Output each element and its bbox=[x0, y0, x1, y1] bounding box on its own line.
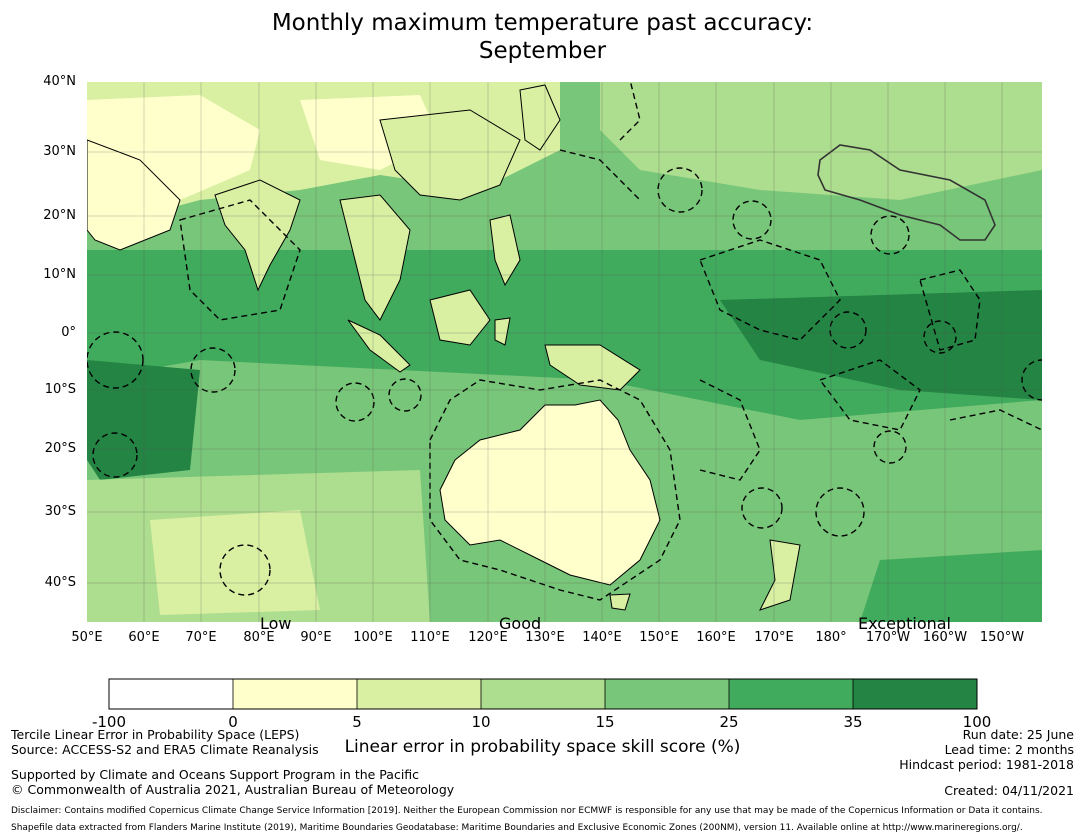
lon-label: 70°E bbox=[185, 630, 217, 645]
lon-label: 90°E bbox=[300, 630, 332, 645]
source-text: Source: ACCESS-S2 and ERA5 Climate Reana… bbox=[11, 742, 319, 757]
skill-region-south-patch bbox=[150, 510, 320, 615]
borneo-land bbox=[429, 289, 491, 346]
lat-label: 20°S bbox=[44, 441, 76, 456]
lat-label: 30°S bbox=[44, 504, 76, 519]
map-title-line2: September bbox=[478, 38, 607, 64]
method-text: Tercile Linear Error in Probability Spac… bbox=[11, 727, 300, 742]
lon-label: 100°E bbox=[353, 630, 393, 645]
lon-label: 150°E bbox=[639, 630, 679, 645]
india-land bbox=[214, 179, 301, 292]
colorbar-segment bbox=[109, 679, 233, 709]
colorbar-tick: 5 bbox=[352, 713, 362, 731]
hindcast-text: Hindcast period: 1981-2018 bbox=[899, 757, 1074, 772]
lat-label: 40°N bbox=[43, 74, 76, 89]
lat-label: 20°N bbox=[43, 208, 76, 223]
lon-label: 60°E bbox=[128, 630, 160, 645]
lon-label: 170°E bbox=[754, 630, 794, 645]
skill-region-north-pacific bbox=[600, 82, 1042, 200]
skill-region-central-pacific bbox=[720, 290, 1042, 400]
indochina-land bbox=[339, 194, 411, 321]
colorbar-tick: 100 bbox=[962, 713, 992, 731]
map-title-line1: Monthly maximum temperature past accurac… bbox=[271, 10, 814, 36]
colorbar-label: Linear error in probability space skill … bbox=[344, 737, 741, 757]
lat-label: 10°S bbox=[44, 382, 76, 397]
lon-label: 160°E bbox=[696, 630, 736, 645]
skill-label-good: Good bbox=[499, 614, 542, 633]
colorbar-segment bbox=[233, 679, 357, 709]
japan-land bbox=[519, 84, 561, 151]
colorbar-segment bbox=[853, 679, 977, 709]
colorbar-frame bbox=[108, 678, 978, 710]
australia-interior bbox=[540, 445, 620, 540]
skill-label-exceptional: Exceptional bbox=[858, 614, 951, 633]
copyright-text: © Commonwealth of Australia 2021, Austra… bbox=[11, 782, 455, 797]
lon-label: 120°E bbox=[468, 630, 508, 645]
run-date-text: Run date: 25 June bbox=[962, 727, 1074, 742]
shapefile-text: Shapefile data extracted from Flanders M… bbox=[11, 823, 1023, 833]
lon-label: 80°E bbox=[243, 630, 275, 645]
skill-region-tropics bbox=[87, 250, 1042, 420]
graticule bbox=[87, 82, 1042, 622]
colorbar-tick: 35 bbox=[843, 713, 863, 731]
colorbar-segment bbox=[357, 679, 481, 709]
support-text: Supported by Climate and Oceans Support … bbox=[11, 767, 420, 782]
lat-label: 10°N bbox=[43, 267, 76, 282]
hawaii-eez-boundary bbox=[817, 144, 996, 241]
tasmania-land bbox=[609, 593, 631, 611]
colorbar-tick: 0 bbox=[228, 713, 238, 731]
colorbar-tick: -100 bbox=[91, 713, 127, 731]
colorbar-tick: 10 bbox=[471, 713, 491, 731]
created-text: Created: 04/11/2021 bbox=[944, 783, 1074, 798]
arabia-land bbox=[87, 139, 181, 251]
lat-label: 40°S bbox=[44, 575, 76, 590]
lead-time-text: Lead time: 2 months bbox=[944, 742, 1074, 757]
lon-label: 130°E bbox=[525, 630, 565, 645]
sulawesi-land bbox=[494, 317, 511, 346]
lat-label: 30°N bbox=[43, 144, 76, 159]
skill-label-low: Low bbox=[260, 614, 292, 633]
lon-label: 150°W bbox=[979, 630, 1025, 645]
colorbar-segment bbox=[729, 679, 853, 709]
lon-label: 160°W bbox=[922, 630, 968, 645]
colorbar-tick: 25 bbox=[719, 713, 739, 731]
lon-label: 140°E bbox=[582, 630, 622, 645]
skill-region-south-east bbox=[860, 550, 1042, 622]
lon-label: 50°E bbox=[71, 630, 103, 645]
disclaimer-text: Disclaimer: Contains modified Copernicus… bbox=[11, 806, 1043, 816]
colorbar bbox=[108, 678, 978, 710]
china-land bbox=[379, 109, 521, 201]
colorbar-tick: 15 bbox=[595, 713, 615, 731]
skill-region-west-indian bbox=[87, 360, 200, 480]
eez-boundaries bbox=[87, 82, 1042, 601]
lat-label: 0° bbox=[61, 325, 76, 340]
colorbar-segment bbox=[605, 679, 729, 709]
lon-label: 180° bbox=[815, 630, 847, 645]
colorbar-segment bbox=[481, 679, 605, 709]
lon-label: 110°E bbox=[410, 630, 450, 645]
lon-label: 170°W bbox=[865, 630, 911, 645]
